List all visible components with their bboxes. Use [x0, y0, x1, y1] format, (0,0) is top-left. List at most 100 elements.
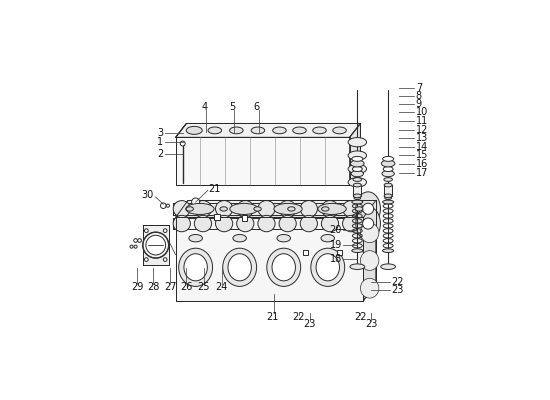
Ellipse shape [350, 160, 364, 167]
Ellipse shape [189, 234, 202, 242]
Text: 24: 24 [216, 282, 228, 292]
Text: 20: 20 [329, 225, 342, 235]
Circle shape [163, 229, 167, 232]
Text: 18: 18 [329, 254, 342, 264]
Ellipse shape [258, 215, 275, 232]
Ellipse shape [356, 207, 381, 240]
Ellipse shape [279, 200, 296, 217]
Ellipse shape [288, 207, 295, 211]
Ellipse shape [186, 207, 194, 211]
Text: 1: 1 [157, 137, 163, 147]
Ellipse shape [350, 264, 365, 270]
Circle shape [138, 239, 141, 242]
Ellipse shape [233, 234, 246, 242]
Ellipse shape [216, 215, 233, 232]
Ellipse shape [382, 170, 394, 177]
Bar [304, 250, 309, 255]
Text: 5: 5 [229, 102, 235, 112]
Ellipse shape [272, 254, 295, 281]
Ellipse shape [356, 192, 381, 226]
Ellipse shape [352, 200, 363, 204]
Bar [242, 215, 248, 221]
Ellipse shape [322, 207, 329, 211]
Ellipse shape [348, 178, 366, 187]
Ellipse shape [251, 127, 265, 134]
Ellipse shape [348, 164, 366, 174]
Text: 16: 16 [416, 160, 428, 170]
Ellipse shape [194, 200, 212, 217]
Ellipse shape [318, 203, 346, 214]
Ellipse shape [354, 196, 361, 200]
Ellipse shape [274, 203, 302, 214]
Ellipse shape [383, 166, 393, 172]
Text: 2: 2 [157, 149, 163, 159]
Polygon shape [350, 124, 360, 185]
Circle shape [143, 232, 169, 258]
Circle shape [191, 198, 200, 206]
Ellipse shape [352, 156, 363, 161]
Text: 13: 13 [416, 133, 428, 143]
Bar [337, 250, 342, 255]
Ellipse shape [360, 278, 379, 298]
Text: 21: 21 [266, 312, 278, 322]
Circle shape [362, 218, 373, 229]
Ellipse shape [277, 234, 290, 242]
Ellipse shape [184, 254, 207, 281]
Text: 4: 4 [201, 102, 207, 112]
Circle shape [146, 235, 166, 255]
Circle shape [134, 245, 137, 248]
Ellipse shape [223, 248, 257, 286]
Text: 8: 8 [416, 91, 422, 101]
Bar [384, 185, 392, 196]
Polygon shape [173, 203, 360, 215]
Ellipse shape [313, 127, 326, 134]
Ellipse shape [383, 249, 394, 252]
Text: 22: 22 [293, 312, 305, 322]
Text: 25: 25 [197, 282, 210, 292]
Ellipse shape [179, 248, 212, 286]
Text: 15: 15 [416, 150, 428, 160]
Text: 26: 26 [180, 282, 192, 292]
Ellipse shape [230, 203, 258, 214]
Polygon shape [175, 137, 350, 185]
Ellipse shape [384, 183, 392, 187]
Ellipse shape [383, 200, 394, 204]
Text: 29: 29 [131, 282, 144, 292]
Text: 14: 14 [416, 142, 428, 152]
Ellipse shape [355, 207, 363, 211]
Text: eurospares: eurospares [196, 157, 337, 180]
Text: 23: 23 [304, 319, 316, 329]
Polygon shape [364, 200, 376, 300]
Ellipse shape [258, 200, 275, 217]
Text: 27: 27 [164, 282, 177, 292]
Text: 23: 23 [391, 285, 404, 295]
Bar [353, 185, 361, 196]
Circle shape [130, 245, 133, 248]
Text: 9: 9 [416, 99, 422, 109]
Ellipse shape [236, 215, 254, 232]
Ellipse shape [208, 127, 222, 134]
Ellipse shape [273, 127, 286, 134]
Ellipse shape [321, 215, 339, 232]
Text: 22: 22 [391, 277, 404, 287]
Ellipse shape [321, 234, 334, 242]
Ellipse shape [383, 156, 394, 161]
Ellipse shape [186, 203, 214, 214]
Ellipse shape [353, 183, 361, 187]
Text: 6: 6 [254, 102, 260, 112]
Ellipse shape [267, 248, 301, 286]
Circle shape [362, 203, 373, 214]
Text: 11: 11 [416, 116, 428, 126]
Ellipse shape [381, 264, 395, 270]
Text: 17: 17 [416, 168, 428, 178]
Ellipse shape [348, 138, 366, 147]
Ellipse shape [333, 127, 346, 134]
Ellipse shape [384, 194, 392, 198]
Ellipse shape [343, 215, 360, 232]
Ellipse shape [311, 248, 345, 286]
Text: 28: 28 [147, 282, 160, 292]
Polygon shape [173, 218, 360, 230]
Text: 7: 7 [416, 83, 422, 93]
Text: 10: 10 [416, 107, 428, 117]
Text: eurospares: eurospares [196, 237, 337, 260]
